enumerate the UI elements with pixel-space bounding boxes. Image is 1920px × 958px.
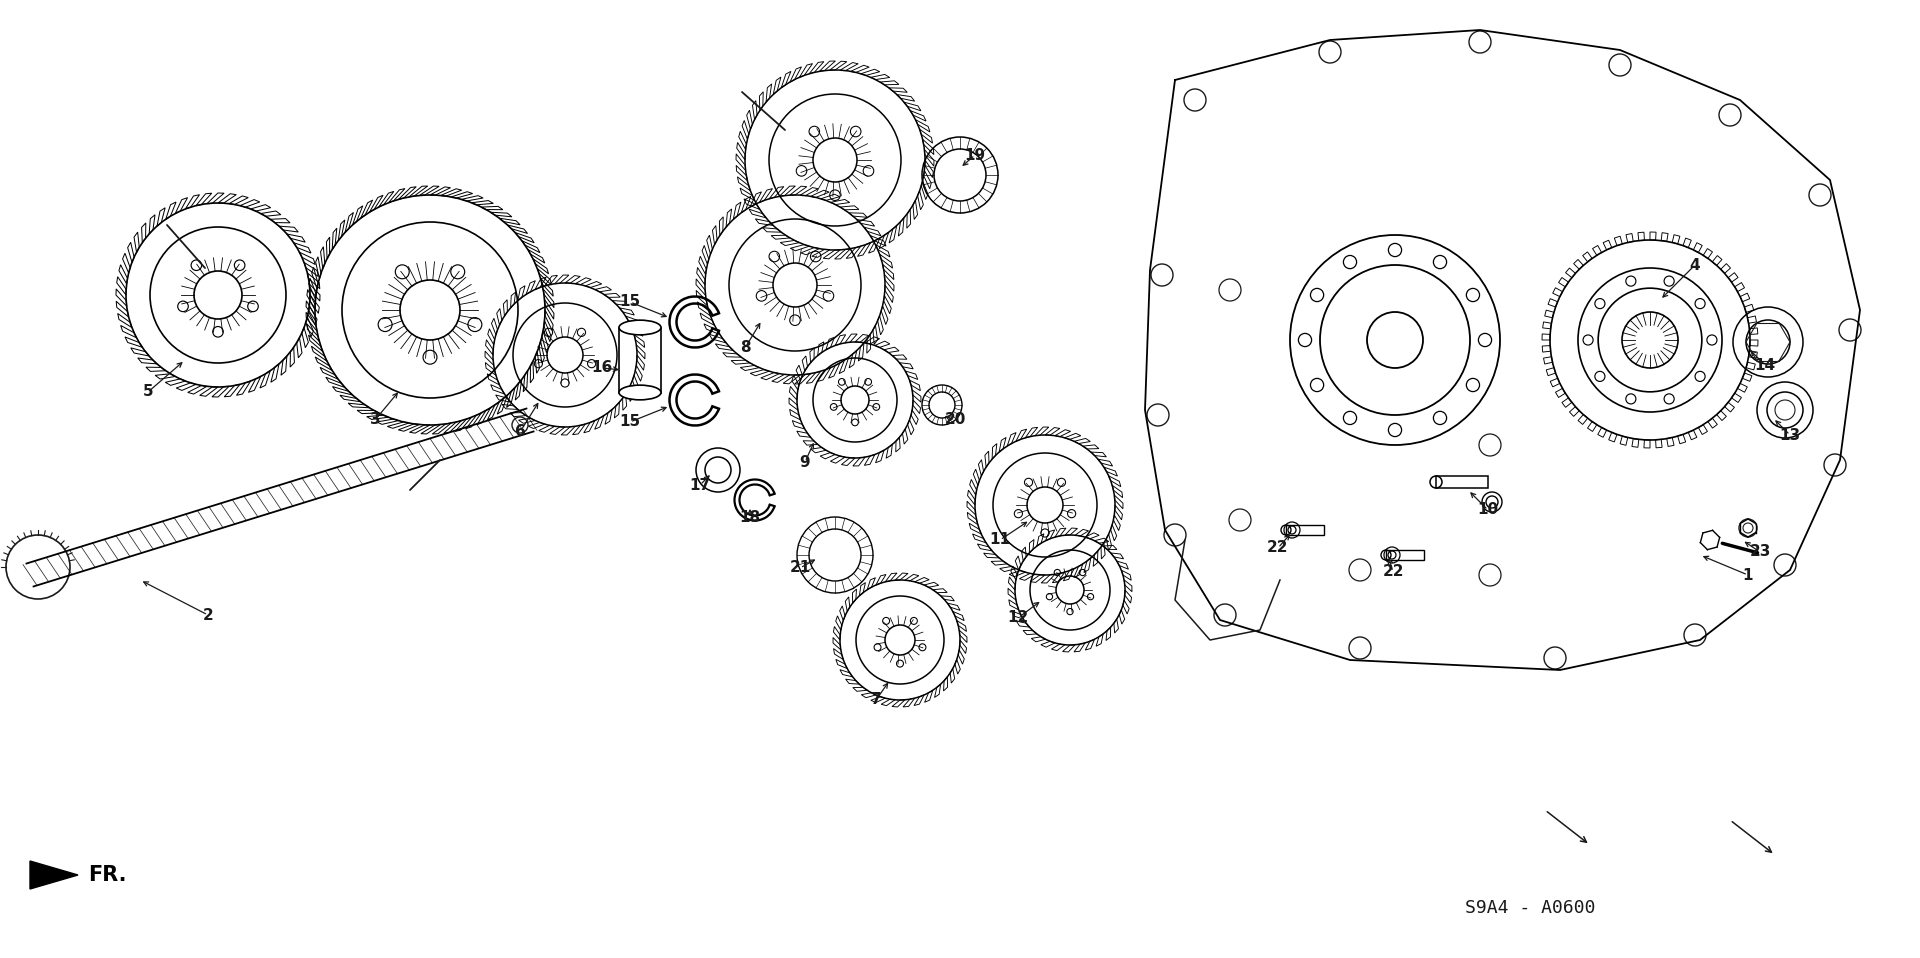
Text: 22: 22	[1267, 540, 1288, 556]
Text: 14: 14	[1755, 357, 1776, 373]
Text: FR.: FR.	[88, 865, 127, 885]
Text: 20: 20	[945, 413, 966, 427]
Text: 4: 4	[1690, 258, 1701, 272]
Text: 22: 22	[1382, 564, 1404, 580]
Text: 18: 18	[739, 511, 760, 526]
Text: 9: 9	[801, 454, 810, 469]
Text: 19: 19	[964, 148, 985, 163]
Text: 5: 5	[142, 384, 154, 399]
Text: 15: 15	[620, 294, 641, 309]
Text: 7: 7	[870, 693, 881, 708]
Text: 10: 10	[1476, 503, 1500, 517]
Text: 21: 21	[789, 560, 810, 576]
Text: 17: 17	[689, 477, 710, 492]
Ellipse shape	[618, 385, 660, 399]
Polygon shape	[31, 861, 79, 889]
Text: 23: 23	[1749, 544, 1770, 559]
Text: S9A4 - A0600: S9A4 - A0600	[1465, 899, 1596, 917]
Text: 13: 13	[1780, 427, 1801, 443]
Ellipse shape	[618, 320, 660, 335]
Text: 12: 12	[1008, 610, 1029, 626]
Text: 1: 1	[1743, 567, 1753, 582]
Text: 16: 16	[591, 360, 612, 376]
Bar	[618, 328, 660, 393]
Text: 11: 11	[989, 533, 1010, 548]
Text: 8: 8	[739, 340, 751, 355]
Text: 6: 6	[515, 424, 526, 440]
Text: 2: 2	[204, 607, 213, 623]
Text: 3: 3	[371, 413, 380, 427]
FancyArrowPatch shape	[1722, 543, 1757, 553]
Text: 15: 15	[620, 415, 641, 429]
